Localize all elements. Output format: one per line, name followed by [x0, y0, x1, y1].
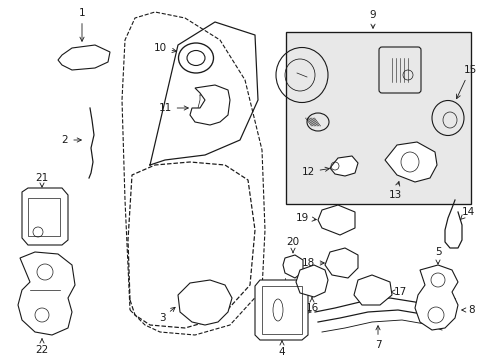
Polygon shape	[190, 85, 229, 125]
FancyBboxPatch shape	[285, 32, 470, 204]
Text: 20: 20	[286, 237, 299, 253]
Text: 17: 17	[390, 287, 406, 297]
Polygon shape	[384, 142, 436, 182]
Text: 18: 18	[301, 258, 324, 268]
Text: 10: 10	[153, 43, 176, 53]
Polygon shape	[58, 45, 110, 70]
Text: 11: 11	[158, 103, 188, 113]
Text: 4: 4	[278, 341, 285, 357]
Text: 21: 21	[35, 173, 48, 187]
Polygon shape	[18, 252, 75, 335]
Text: 14: 14	[459, 207, 474, 220]
Text: 8: 8	[461, 305, 474, 315]
Text: 13: 13	[387, 181, 401, 200]
Polygon shape	[254, 280, 307, 340]
Polygon shape	[414, 265, 457, 330]
Text: 12: 12	[301, 167, 328, 177]
Text: 19: 19	[295, 213, 316, 223]
Text: 6: 6	[298, 307, 310, 317]
Text: 5: 5	[434, 247, 440, 264]
Text: 3: 3	[159, 307, 175, 323]
Polygon shape	[329, 156, 357, 176]
Polygon shape	[317, 205, 354, 235]
Text: 7: 7	[374, 326, 381, 350]
Polygon shape	[295, 265, 327, 297]
Polygon shape	[325, 248, 357, 278]
Polygon shape	[178, 280, 231, 325]
Text: 22: 22	[35, 339, 48, 355]
Polygon shape	[22, 188, 68, 245]
Text: 1: 1	[79, 8, 85, 41]
Text: 2: 2	[61, 135, 81, 145]
Text: 9: 9	[369, 10, 376, 28]
Text: 15: 15	[455, 65, 476, 99]
Polygon shape	[353, 275, 391, 305]
Text: 16: 16	[305, 297, 318, 313]
